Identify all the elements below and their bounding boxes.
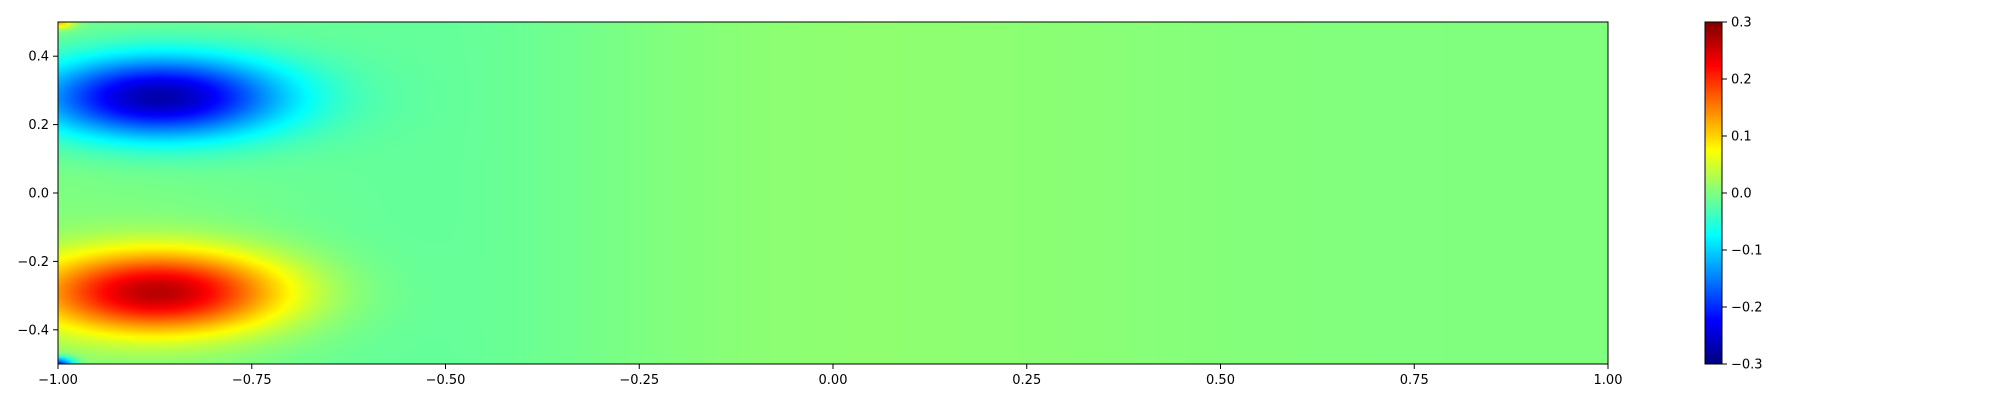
colorbar-tick-label: 0.0 bbox=[1731, 187, 1752, 202]
x-axis: −1.00 −0.75 −0.50 −0.25 0.00 0.25 0.50 0.75 1.00 bbox=[38, 364, 1622, 388]
colorbar-axis: −0.3 −0.2 −0.1 0.0 0.1 0.2 0.3 bbox=[1722, 16, 1763, 373]
y-axis: −0.4 −0.2 0.0 0.2 0.4 bbox=[17, 50, 58, 338]
y-tick-label: 0.4 bbox=[28, 50, 49, 65]
colorbar-tick-label: −0.3 bbox=[1731, 358, 1763, 373]
colorbar-gradient bbox=[1705, 22, 1722, 364]
colorbar-tick-label: 0.2 bbox=[1731, 73, 1752, 88]
x-tick-label: −0.25 bbox=[619, 373, 659, 388]
x-tick-label: 0.50 bbox=[1206, 373, 1235, 388]
x-tick-label: −0.75 bbox=[232, 373, 272, 388]
y-tick-label: 0.2 bbox=[28, 118, 49, 133]
x-tick-label: −1.00 bbox=[38, 373, 78, 388]
colorbar: −0.3 −0.2 −0.1 0.0 0.1 0.2 0.3 bbox=[1704, 16, 1763, 373]
y-tick-label: −0.2 bbox=[17, 255, 49, 270]
x-tick-label: 0.00 bbox=[819, 373, 848, 388]
colorbar-tick-label: 0.3 bbox=[1731, 16, 1752, 31]
x-tick-label: 1.00 bbox=[1594, 373, 1623, 388]
colorbar-tick-label: −0.2 bbox=[1731, 301, 1763, 316]
y-tick-label: −0.4 bbox=[17, 323, 49, 338]
plot-area: −1.00 −0.75 −0.50 −0.25 0.00 0.25 0.50 0.75 1.00… bbox=[17, 21, 1622, 388]
heatmap-field bbox=[58, 22, 1608, 364]
y-tick-label: 0.0 bbox=[28, 187, 49, 202]
x-tick-label: 0.75 bbox=[1400, 373, 1429, 388]
colorbar-tick-label: 0.1 bbox=[1731, 130, 1752, 145]
x-tick-label: −0.50 bbox=[426, 373, 466, 388]
x-tick-label: 0.25 bbox=[1012, 373, 1041, 388]
colorbar-tick-label: −0.1 bbox=[1731, 244, 1763, 259]
